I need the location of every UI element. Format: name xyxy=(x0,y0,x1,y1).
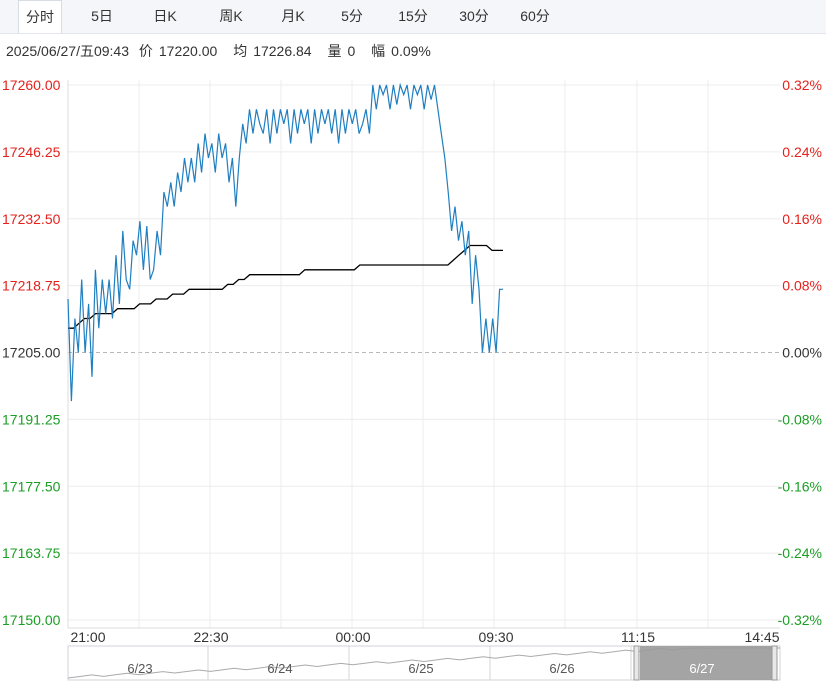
change-value: 0.09% xyxy=(391,43,431,59)
price-line xyxy=(67,82,503,402)
x-tick-4: 11:15 xyxy=(621,629,655,645)
x-tick-1: 22:30 xyxy=(193,629,228,645)
volume-value: 0 xyxy=(347,43,356,59)
avg-label: 均 xyxy=(233,43,248,59)
y-tick-left-7: 17163.75 xyxy=(2,545,61,561)
x-axis: 21:00 22:30 00:00 09:30 11:15 14:45 xyxy=(70,629,779,645)
y-tick-left-4: 17205.00 xyxy=(2,345,61,361)
y-tick-left-6: 17177.50 xyxy=(2,478,61,494)
tab-4[interactable]: 月K xyxy=(281,8,305,24)
volume-label: 量 xyxy=(327,43,342,59)
x-tick-0: 21:00 xyxy=(70,629,105,645)
navigator-date-0: 6/23 xyxy=(127,661,152,676)
y-tick-left-1: 17246.25 xyxy=(2,144,61,160)
grid xyxy=(67,80,780,629)
x-tick-5: 14:45 xyxy=(744,629,779,645)
date-navigator[interactable]: 6/23 6/24 6/25 6/26 6/27 xyxy=(67,645,781,681)
y-axis-left: 17260.00 17246.25 17232.50 17218.75 17205.00… xyxy=(2,77,61,628)
navigator-date-3: 6/26 xyxy=(549,661,574,676)
y-tick-right-1: 0.24% xyxy=(782,144,822,160)
y-tick-left-8: 17150.00 xyxy=(2,612,61,628)
x-tick-3: 09:30 xyxy=(478,629,513,645)
y-tick-right-8: -0.32% xyxy=(778,612,822,628)
y-tick-right-0: 0.32% xyxy=(782,77,822,93)
y-tick-right-5: -0.08% xyxy=(778,411,822,427)
datetime-readout: 2025/06/27/五09:43 xyxy=(6,43,129,59)
navigator-handle-left xyxy=(633,645,640,681)
y-tick-right-2: 0.16% xyxy=(782,211,822,227)
tab-7[interactable]: 30分 xyxy=(459,8,489,24)
average-line xyxy=(68,244,503,329)
navigator-date-2: 6/25 xyxy=(408,661,433,676)
tab-2[interactable]: 日K xyxy=(153,8,177,24)
price-value: 17220.00 xyxy=(158,43,218,59)
tab-1[interactable]: 5日 xyxy=(91,8,113,24)
tab-5[interactable]: 5分 xyxy=(341,8,363,24)
period-tabs: 分时 5日 日K 周K 月K 5分 15分 30分 60分 xyxy=(0,0,826,34)
y-tick-left-2: 17232.50 xyxy=(2,211,61,227)
change-label: 幅 xyxy=(371,43,386,59)
y-axis-right: 0.32% 0.24% 0.16% 0.08% 0.00% -0.08% -0.16% -0.… xyxy=(778,77,822,628)
tab-3[interactable]: 周K xyxy=(219,8,243,24)
price-label: 价 xyxy=(138,43,153,59)
navigator-selection xyxy=(640,646,772,680)
y-tick-right-7: -0.24% xyxy=(778,545,822,561)
tab-6[interactable]: 15分 xyxy=(398,8,428,24)
y-tick-left-3: 17218.75 xyxy=(2,278,61,294)
y-tick-right-3: 0.08% xyxy=(782,278,822,294)
tab-0[interactable]: 分时 xyxy=(18,0,62,33)
y-tick-right-4: 0.00% xyxy=(782,345,822,361)
tab-8[interactable]: 60分 xyxy=(520,8,550,24)
y-tick-left-5: 17191.25 xyxy=(2,411,61,427)
navigator-date-1: 6/24 xyxy=(267,661,292,676)
y-tick-left-0: 17260.00 xyxy=(2,77,61,93)
y-tick-right-6: -0.16% xyxy=(778,478,822,494)
navigator-handle-right xyxy=(771,645,778,681)
x-tick-2: 00:00 xyxy=(335,629,370,645)
navigator-date-4: 6/27 xyxy=(689,661,714,676)
avg-value: 17226.84 xyxy=(253,43,312,59)
